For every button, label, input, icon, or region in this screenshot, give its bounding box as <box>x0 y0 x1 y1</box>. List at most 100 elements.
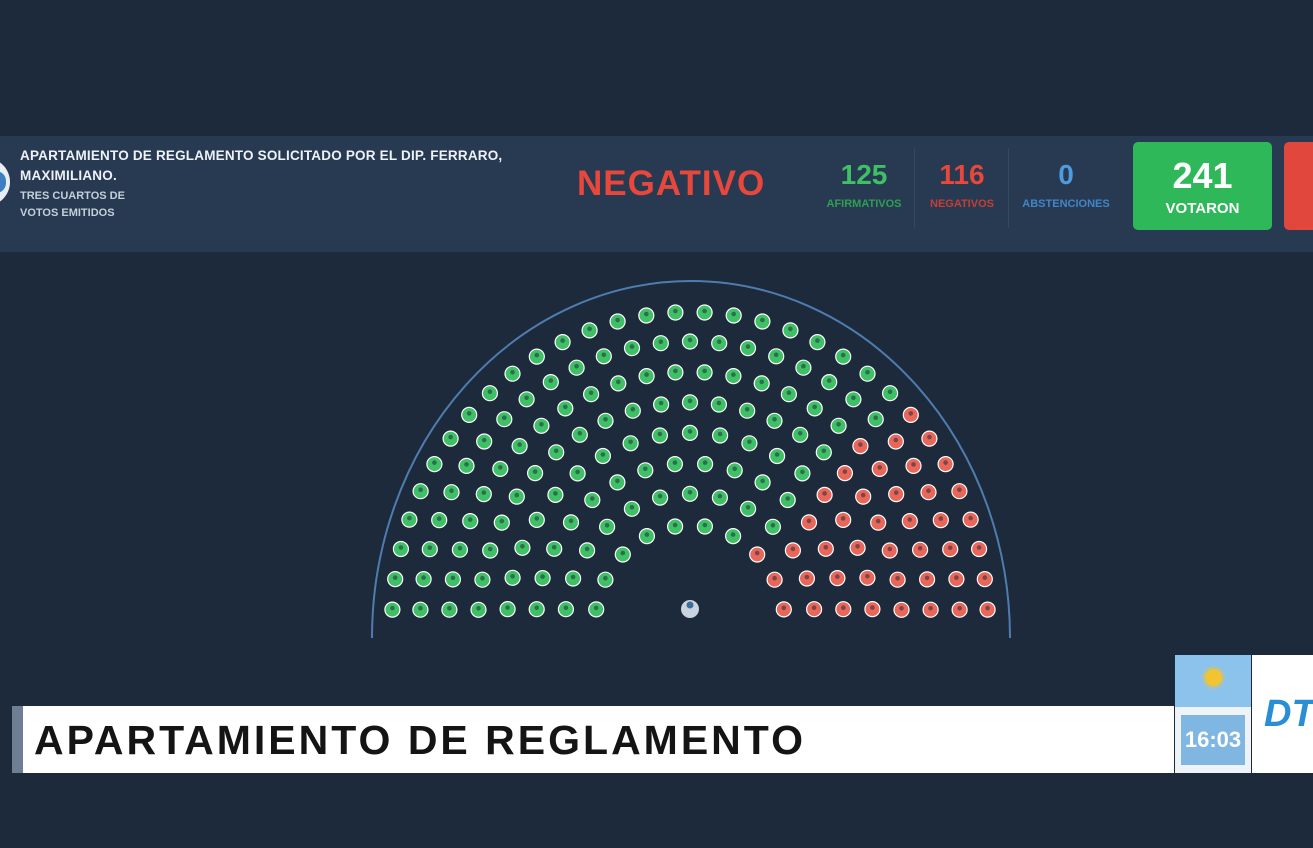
seat-figure-icon <box>865 574 870 579</box>
seat-figure-icon <box>835 574 840 579</box>
seat-figure-icon <box>772 575 777 581</box>
stat-divider <box>1008 148 1009 228</box>
seat-figure-icon <box>466 411 472 416</box>
caption-text: APARTAMIENTO DE REGLAMENTO <box>34 717 806 763</box>
seat-figure-icon <box>658 400 664 406</box>
seat-figure-icon <box>841 605 846 610</box>
seat-figure-icon <box>717 493 723 499</box>
president-seat-figure-icon <box>686 601 694 609</box>
seat-figure-icon <box>587 326 592 332</box>
seat-figure-icon <box>432 460 437 465</box>
seat-figure-icon <box>502 415 507 421</box>
seat-figure-icon <box>806 518 812 524</box>
seat-figure-icon <box>928 605 933 611</box>
seat-figure-icon <box>480 575 485 581</box>
seat-figure-icon <box>907 517 913 522</box>
seat-figure-icon <box>870 605 875 610</box>
majority-line2: VOTOS EMITIDOS <box>20 207 115 219</box>
seat-figure-icon <box>730 532 736 537</box>
channel-logo: DT <box>1264 693 1313 735</box>
red-panel-edge <box>1284 142 1313 230</box>
seat-figure-icon <box>985 605 990 611</box>
vote-header-bar: APARTAMIENTO DE REGLAMENTO SOLICITADO PO… <box>0 136 1313 252</box>
vote-result: NEGATIVO <box>577 164 766 203</box>
seat-figure-icon <box>563 404 568 410</box>
seat-figure-icon <box>600 452 606 457</box>
seat-figure-icon <box>510 574 515 579</box>
president-seat-icon <box>681 600 699 618</box>
seat-figure-icon <box>534 605 539 610</box>
seat-figure-icon <box>672 522 678 528</box>
seat-figure-icon <box>821 448 827 454</box>
abstenciones-label: ABSTENCIONES <box>1022 198 1110 210</box>
seat-figure-icon <box>657 431 663 437</box>
seat-figure-icon <box>588 390 594 396</box>
seat-figure-icon <box>481 490 487 495</box>
seat-figure-icon <box>924 575 930 581</box>
seat-figure-icon <box>603 575 608 581</box>
seat-figure-icon <box>570 574 576 580</box>
seat-figure-icon <box>644 372 649 377</box>
seat-figure-icon <box>895 575 900 581</box>
seat-figure-icon <box>968 515 973 521</box>
seat-figure-icon <box>601 352 607 358</box>
seat-figure-icon <box>858 442 863 447</box>
seat-figure-icon <box>800 469 805 475</box>
votaron-count: 241 <box>1172 155 1233 196</box>
seat-figure-icon <box>534 516 540 521</box>
seat-figure-icon <box>604 523 610 528</box>
seat-figure-icon <box>628 439 633 445</box>
channel-panel: DT <box>1252 655 1313 773</box>
seat-figure-icon <box>687 429 693 434</box>
seat-figure-icon <box>390 605 395 611</box>
seat-figure-icon <box>893 437 899 443</box>
seat-figure-icon <box>687 337 693 343</box>
seat-figure-icon <box>790 546 796 552</box>
seat-figure-icon <box>467 517 473 522</box>
seat-figure-icon <box>822 491 827 496</box>
seat-figure-icon <box>760 317 765 323</box>
seat-figure-icon <box>499 518 505 524</box>
seat-figure-icon <box>418 605 423 611</box>
seat-figure-icon <box>781 605 787 611</box>
seat-figure-icon <box>615 317 620 323</box>
seat-figure-icon <box>629 505 635 510</box>
seat-figure-icon <box>760 478 765 484</box>
seat-group <box>384 304 996 618</box>
majority-line1: TRES CUARTOS DE <box>20 190 125 202</box>
seat-figure-icon <box>840 352 846 358</box>
seat-figure-icon <box>899 606 904 611</box>
seat-figure-icon <box>560 338 565 343</box>
seat-figure-icon <box>643 466 648 472</box>
seat-figure-icon <box>673 308 678 314</box>
seat-figure-icon <box>788 326 793 332</box>
seat-figure-icon <box>702 460 708 465</box>
seat-figure-icon <box>731 372 736 377</box>
seat-figure-icon <box>553 491 558 496</box>
seat-figure-icon <box>957 487 962 493</box>
seat-figure-icon <box>716 400 722 406</box>
seat-figure-icon <box>487 389 493 395</box>
seat-figure-icon <box>851 395 856 401</box>
seat-figure-icon <box>772 417 777 422</box>
seat-figure-icon <box>603 417 608 422</box>
seat-figure-icon <box>855 544 860 549</box>
abstenciones-count: 0 <box>1058 159 1074 190</box>
stat-abstenciones: 0 ABSTENCIONES <box>1014 158 1118 210</box>
seat-figure-icon <box>873 415 878 421</box>
seat-figure-icon <box>615 478 620 484</box>
seat-figure-icon <box>449 488 454 494</box>
seat-figure-icon <box>842 469 848 474</box>
seat-figure-icon <box>745 344 751 349</box>
seat-figure-icon <box>630 406 636 412</box>
seat-figure-icon <box>534 352 540 358</box>
seat-figure-icon <box>577 431 583 436</box>
seat-figure-icon <box>717 431 723 437</box>
seat-figure-icon <box>865 369 870 375</box>
seat-figure-icon <box>510 369 515 375</box>
negativos-label: NEGATIVOS <box>930 198 994 210</box>
seat-figure-icon <box>548 378 554 383</box>
seat-figure-icon <box>568 518 574 524</box>
seat-figure-icon <box>938 516 944 521</box>
seat-figure-icon <box>687 398 693 404</box>
